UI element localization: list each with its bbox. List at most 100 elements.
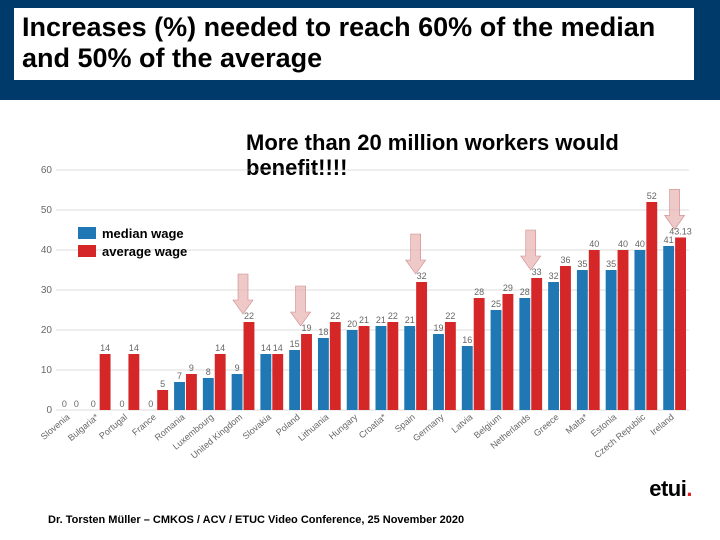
bar-median — [318, 338, 329, 410]
bar-average — [589, 250, 600, 410]
bar-average — [215, 354, 226, 410]
bar-median — [491, 310, 502, 410]
svg-text:20: 20 — [41, 325, 53, 336]
svg-text:14: 14 — [273, 343, 283, 353]
svg-text:16: 16 — [462, 335, 472, 345]
svg-text:Greece: Greece — [532, 412, 561, 439]
bar-chart: 010203040506000Slovenia014Bulgaria*014Po… — [30, 130, 695, 480]
bar-median — [548, 282, 559, 410]
svg-text:Ireland: Ireland — [648, 412, 676, 437]
chart-area: 010203040506000Slovenia014Bulgaria*014Po… — [30, 130, 695, 480]
svg-text:32: 32 — [549, 271, 559, 281]
bar-average — [416, 282, 427, 410]
svg-text:32: 32 — [417, 271, 427, 281]
bar-average — [675, 237, 686, 410]
svg-text:40: 40 — [41, 245, 53, 256]
svg-text:21: 21 — [359, 315, 369, 325]
svg-text:5: 5 — [160, 379, 165, 389]
svg-text:9: 9 — [189, 363, 194, 373]
svg-text:0: 0 — [62, 399, 67, 409]
svg-text:29: 29 — [503, 283, 513, 293]
logo-dot: . — [686, 476, 692, 501]
svg-text:Bulgaria*: Bulgaria* — [66, 412, 101, 443]
bar-average — [157, 390, 168, 410]
svg-text:22: 22 — [244, 311, 254, 321]
legend: median wage average wage — [78, 224, 187, 260]
title-box: Increases (%) needed to reach 60% of the… — [14, 8, 694, 80]
svg-text:30: 30 — [41, 285, 53, 296]
bar-average — [128, 354, 139, 410]
bar-average — [359, 326, 370, 410]
svg-text:Spain: Spain — [393, 412, 417, 434]
svg-text:Slovakia: Slovakia — [241, 412, 273, 442]
highlight-arrow-icon — [233, 274, 253, 314]
bar-average — [531, 278, 542, 410]
bar-average — [560, 266, 571, 410]
svg-text:22: 22 — [445, 311, 455, 321]
svg-text:52: 52 — [647, 191, 657, 201]
svg-text:18: 18 — [318, 327, 328, 337]
bar-median — [232, 374, 243, 410]
svg-text:43.13: 43.13 — [669, 226, 692, 236]
svg-text:22: 22 — [330, 311, 340, 321]
bar-median — [462, 346, 473, 410]
svg-text:36: 36 — [560, 255, 570, 265]
highlight-arrow-icon — [406, 234, 426, 274]
svg-text:Germany: Germany — [411, 412, 446, 444]
svg-text:40: 40 — [618, 239, 628, 249]
svg-text:Croatia*: Croatia* — [357, 412, 389, 441]
svg-text:Lithuania: Lithuania — [296, 412, 330, 443]
bar-median — [174, 382, 185, 410]
legend-swatch-median — [78, 227, 96, 239]
slide: Increases (%) needed to reach 60% of the… — [0, 0, 720, 540]
svg-text:9: 9 — [235, 363, 240, 373]
legend-item-median: median wage — [78, 224, 187, 242]
svg-text:28: 28 — [474, 287, 484, 297]
highlight-arrow-icon — [291, 286, 311, 326]
bar-average — [301, 334, 312, 410]
svg-text:14: 14 — [215, 343, 225, 353]
logo-text: etui — [649, 476, 686, 501]
svg-text:25: 25 — [491, 299, 501, 309]
svg-text:United Kingdom: United Kingdom — [189, 412, 244, 461]
bar-average — [502, 294, 513, 410]
svg-text:60: 60 — [41, 165, 53, 176]
bar-median — [347, 330, 358, 410]
svg-text:21: 21 — [405, 315, 415, 325]
svg-text:8: 8 — [206, 367, 211, 377]
bar-average — [100, 354, 111, 410]
svg-text:0: 0 — [91, 399, 96, 409]
svg-text:0: 0 — [74, 399, 79, 409]
legend-label-median: median wage — [102, 226, 184, 241]
bar-median — [433, 334, 444, 410]
svg-text:Latvia: Latvia — [450, 412, 475, 435]
svg-text:22: 22 — [388, 311, 398, 321]
svg-text:20: 20 — [347, 319, 357, 329]
bar-average — [474, 298, 485, 410]
svg-text:33: 33 — [532, 267, 542, 277]
svg-text:19: 19 — [302, 323, 312, 333]
highlight-arrow-icon — [665, 189, 685, 229]
svg-text:35: 35 — [606, 259, 616, 269]
svg-text:Hungary: Hungary — [327, 412, 360, 442]
svg-text:Czech Republic: Czech Republic — [592, 412, 647, 460]
bar-average — [330, 322, 341, 410]
bar-average — [445, 322, 456, 410]
svg-text:14: 14 — [129, 343, 139, 353]
bar-median — [376, 326, 387, 410]
svg-text:10: 10 — [41, 365, 53, 376]
bar-median — [203, 378, 214, 410]
svg-text:41: 41 — [664, 235, 674, 245]
svg-text:0: 0 — [46, 405, 52, 416]
svg-text:15: 15 — [290, 339, 300, 349]
svg-text:Portugal: Portugal — [97, 412, 129, 441]
bar-median — [634, 250, 645, 410]
svg-text:14: 14 — [261, 343, 271, 353]
svg-text:0: 0 — [119, 399, 124, 409]
bar-average — [272, 354, 283, 410]
slide-title: Increases (%) needed to reach 60% of the… — [22, 12, 684, 74]
bar-average — [618, 250, 629, 410]
svg-text:50: 50 — [41, 205, 53, 216]
bar-median — [289, 350, 300, 410]
bar-average — [646, 202, 657, 410]
